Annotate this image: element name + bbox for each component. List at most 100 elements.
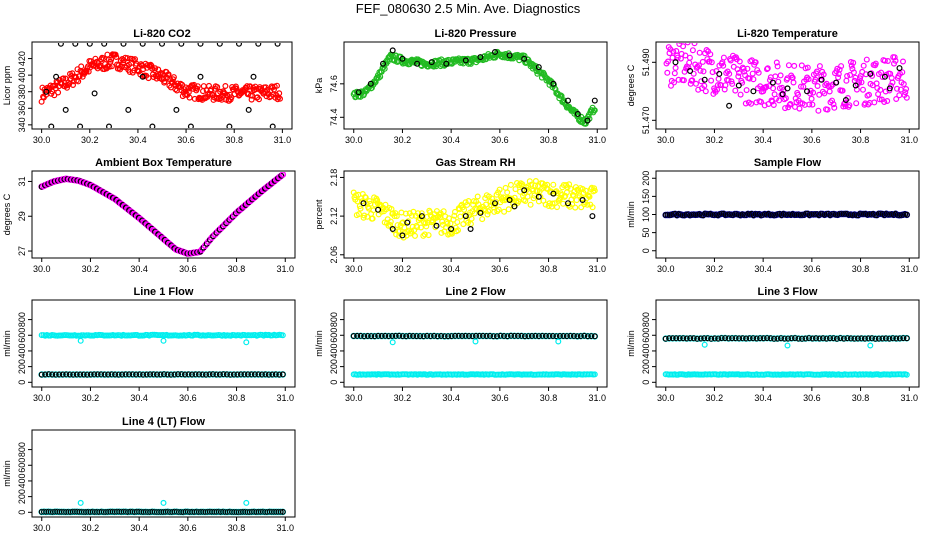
data-points <box>38 43 284 128</box>
data-point <box>736 335 743 342</box>
x-tick-label: 30.4 <box>442 264 460 274</box>
x-tick-label: 30.0 <box>33 264 51 274</box>
data-point <box>483 333 490 340</box>
data-point <box>872 60 879 67</box>
data-point <box>726 70 733 77</box>
data-point <box>350 333 357 340</box>
data-point <box>805 76 812 83</box>
y-axis-label: ml/min <box>626 330 636 357</box>
data-point <box>702 88 709 95</box>
y-tick-label: 380 <box>17 84 27 99</box>
data-point <box>258 371 265 378</box>
data-point <box>125 106 132 113</box>
x-tick-label: 31.0 <box>900 264 918 274</box>
data-point <box>718 335 725 342</box>
data-point <box>91 371 98 378</box>
data-point <box>670 48 677 55</box>
data-point <box>389 47 396 54</box>
data-point <box>770 101 777 108</box>
data-point <box>101 371 108 378</box>
data-point <box>464 219 471 226</box>
x-tick-label: 30.6 <box>491 393 509 403</box>
data-point <box>579 197 586 204</box>
data-point <box>487 332 494 339</box>
data-point <box>355 89 362 96</box>
data-point <box>269 371 276 378</box>
data-point <box>696 49 703 56</box>
data-point <box>567 185 574 192</box>
data-point <box>591 371 598 378</box>
chart-title: Sample Flow <box>754 157 822 169</box>
y-tick-label: 2.12 <box>329 207 339 225</box>
data-point <box>186 94 193 101</box>
data-point <box>903 371 910 378</box>
data-point <box>584 333 591 340</box>
data-point <box>574 333 581 340</box>
data-point <box>356 211 363 218</box>
data-point <box>119 371 126 378</box>
data-points <box>662 334 911 378</box>
y-tick-label: 340 <box>17 117 27 132</box>
data-point <box>720 54 727 61</box>
data-point <box>852 82 859 89</box>
data-point <box>767 335 774 342</box>
data-point <box>805 335 812 342</box>
x-tick-label: 30.8 <box>852 135 870 145</box>
data-point <box>535 64 542 71</box>
data-point <box>796 105 803 112</box>
data-point <box>867 70 874 77</box>
data-point <box>196 371 203 378</box>
data-point <box>234 371 241 378</box>
data-point <box>591 107 598 114</box>
x-tick-label: 31.0 <box>588 264 606 274</box>
data-point <box>903 85 910 92</box>
data-point <box>216 226 223 233</box>
data-point <box>591 187 598 194</box>
x-tick-label: 30.2 <box>394 135 412 145</box>
data-point <box>237 371 244 378</box>
chart-title: Ambient Box Temperature <box>95 157 232 169</box>
data-point <box>707 51 714 58</box>
data-point <box>735 82 742 89</box>
data-point <box>771 335 778 342</box>
x-tick-label: 30.8 <box>228 523 246 533</box>
data-point <box>865 91 872 98</box>
data-point <box>774 335 781 342</box>
data-point <box>452 208 459 215</box>
y-tick-label: 360 <box>17 101 27 116</box>
data-point <box>826 335 833 342</box>
data-point <box>77 123 84 128</box>
data-point <box>804 64 811 71</box>
data-point <box>467 226 474 233</box>
data-point <box>164 371 171 378</box>
data-point <box>485 208 492 215</box>
x-tick-label: 31.0 <box>276 523 294 533</box>
data-point <box>726 102 733 109</box>
data-point <box>674 54 681 61</box>
data-point <box>206 371 213 378</box>
data-point <box>515 198 522 205</box>
data-point <box>491 208 498 215</box>
data-point <box>700 68 707 75</box>
data-point <box>425 232 432 239</box>
data-point <box>93 58 100 65</box>
chart-sample-flow: Sample Flow ml/min 30.0 30.2 30.4 30.6 30.8 31.… <box>626 157 920 274</box>
data-point <box>418 213 425 220</box>
data-point <box>708 335 715 342</box>
data-point <box>192 371 199 378</box>
data-point <box>492 48 499 55</box>
data-point <box>511 332 518 339</box>
data-point <box>272 371 279 378</box>
data-point <box>216 371 223 378</box>
data-point <box>208 86 215 93</box>
data-point <box>773 59 780 66</box>
chart-title: Gas Stream RH <box>435 157 515 169</box>
data-point <box>871 99 878 106</box>
data-point <box>816 91 823 98</box>
data-point <box>396 228 403 235</box>
data-point <box>720 62 727 69</box>
data-point <box>553 204 560 211</box>
x-tick-label: 30.8 <box>852 264 870 274</box>
data-point <box>274 82 281 89</box>
